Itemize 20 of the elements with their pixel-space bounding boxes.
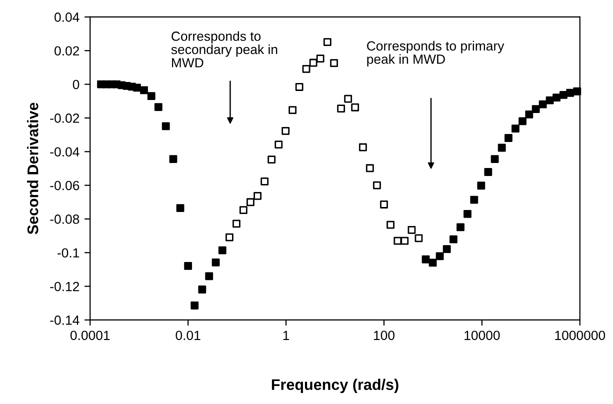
x-tick-label: 1000000 xyxy=(555,330,606,340)
y-tick-label: -0.02 xyxy=(50,114,80,123)
annotation: Corresponds to secondary peak in MWD xyxy=(171,31,278,68)
y-tick-label: -0.1 xyxy=(58,248,80,258)
y-tick-label: -0.04 xyxy=(50,147,80,157)
x-axis-title: Frequency (rad/s) xyxy=(272,378,398,394)
x-tick-label: 10000 xyxy=(464,330,500,340)
y-tick-label: -0.08 xyxy=(50,214,80,224)
x-tick-label: 0.0001 xyxy=(70,330,110,340)
x-tick-label: 100 xyxy=(374,330,394,340)
y-tick-label: -0.12 xyxy=(50,282,80,292)
x-tick-label: 1 xyxy=(283,330,290,340)
y-tick-label: 0 xyxy=(72,80,80,90)
y-tick-label: -0.06 xyxy=(50,180,80,190)
annotation: Corresponds to primary peak in MWD xyxy=(367,40,504,66)
y-tick-label: 0.02 xyxy=(54,46,80,56)
y-tick-label: -0.14 xyxy=(50,316,80,325)
y-tick-label: 0.04 xyxy=(54,12,80,22)
y-axis-title: Second Derivative xyxy=(27,102,38,234)
x-tick-label: 0.01 xyxy=(176,330,200,340)
